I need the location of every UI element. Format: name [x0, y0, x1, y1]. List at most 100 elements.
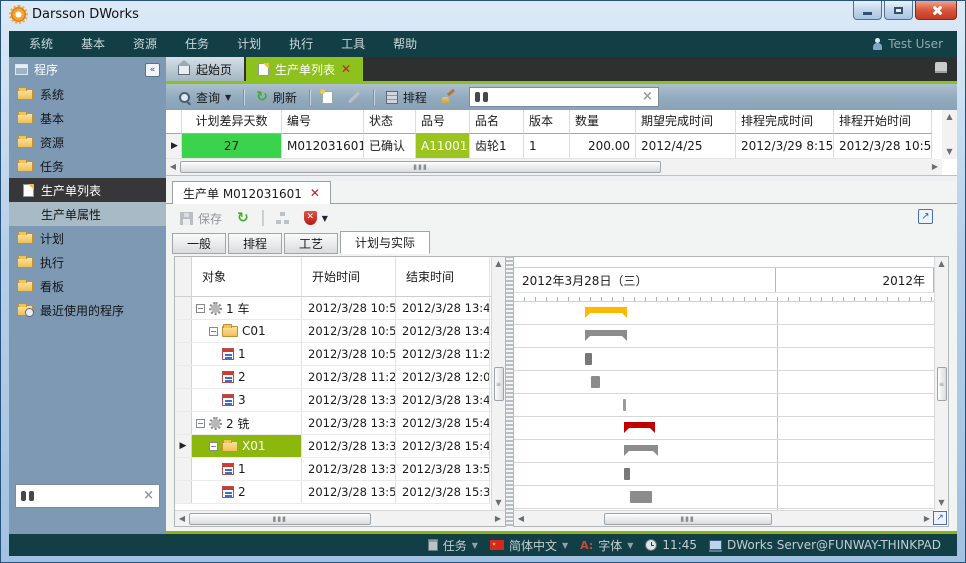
detail-tab-close-icon[interactable]: ✕: [309, 186, 320, 200]
scroll-right-icon[interactable]: ▶: [923, 513, 931, 523]
scroll-up-icon[interactable]: ▲: [946, 112, 953, 121]
tree-vertical-scrollbar[interactable]: ▲ ≡ ▼: [491, 257, 505, 510]
subtab-排程[interactable]: 排程: [228, 233, 283, 254]
detail-tab[interactable]: 生产单 M012031601 ✕: [172, 181, 331, 204]
pane-splitter[interactable]: [506, 256, 513, 527]
gantt-bar-summary[interactable]: [585, 307, 627, 318]
sidebar-item[interactable]: 执行: [9, 250, 166, 274]
scroll-right-icon[interactable]: ▶: [494, 513, 502, 523]
column-header-版本[interactable]: 版本: [524, 110, 570, 134]
edit-button[interactable]: [343, 90, 365, 104]
scroll-down-icon[interactable]: ▼: [495, 498, 502, 507]
scroll-left-icon[interactable]: ◀: [178, 513, 186, 523]
column-header-期望完成时间[interactable]: 期望完成时间: [636, 110, 736, 134]
sidebar-item[interactable]: 生产单属性: [9, 202, 166, 226]
status-item[interactable]: DWorks Server@FUNWAY-THINKPAD: [709, 538, 941, 552]
tree-expander-icon[interactable]: −: [209, 441, 218, 451]
menu-item-工具[interactable]: 工具: [341, 37, 366, 51]
grid-vertical-scrollbar[interactable]: ▲ ▼: [942, 110, 957, 159]
user-indicator[interactable]: Test User: [872, 37, 951, 51]
menu-item-任务[interactable]: 任务: [185, 37, 210, 51]
sidebar-item[interactable]: 系统: [9, 82, 166, 106]
menu-item-计划[interactable]: 计划: [237, 37, 262, 51]
menu-item-帮助[interactable]: 帮助: [393, 37, 418, 51]
scroll-up-icon[interactable]: ▲: [938, 259, 945, 268]
scroll-down-icon[interactable]: ▼: [946, 147, 953, 156]
sidebar-item[interactable]: 计划: [9, 226, 166, 250]
tree-column-header-开始时间[interactable]: 开始时间: [302, 257, 396, 296]
menu-item-系统[interactable]: 系统: [29, 37, 54, 51]
status-item[interactable]: A: 字体 ▼: [580, 537, 633, 554]
routing-button[interactable]: [272, 210, 293, 226]
tree-column-header-结束时间[interactable]: 结束时间: [396, 257, 490, 296]
tree-row[interactable]: ▶ − X01 2012/3/28 13:30 2012/3/28 15:40: [175, 435, 505, 458]
tree-row[interactable]: − C01 2012/3/28 10:52 2012/3/28 13:40: [175, 320, 505, 343]
tree-expander-icon[interactable]: −: [196, 303, 205, 313]
query-button[interactable]: 查询 ▼: [174, 87, 235, 108]
sidebar-search-clear-icon[interactable]: ×: [143, 488, 154, 503]
close-button[interactable]: [915, 1, 957, 20]
tree-row[interactable]: − 1 车 2012/3/28 10:52 2012/3/28 13:40: [175, 297, 505, 320]
column-header-品名[interactable]: 品名: [470, 110, 524, 134]
gantt-vertical-scrollbar[interactable]: ▲ ≡ ▼: [934, 257, 948, 510]
tree-row[interactable]: 3 2012/3/28 13:30 2012/3/28 13:40: [175, 389, 505, 412]
tree-vscroll-thumb[interactable]: ≡: [493, 366, 504, 401]
gantt-horizontal-scrollbar[interactable]: ◀ ▮▮▮ ▶: [514, 510, 934, 526]
column-header-计划差异天数[interactable]: 计划差异天数: [182, 110, 282, 134]
gantt-bar-summary[interactable]: [624, 445, 658, 456]
gantt-bar-task[interactable]: [630, 491, 652, 503]
tree-expander-icon[interactable]: −: [209, 326, 218, 336]
column-header-品号[interactable]: 品号: [416, 110, 470, 134]
new-button[interactable]: [318, 88, 337, 106]
clean-button[interactable]: [437, 89, 459, 106]
gantt-vscroll-thumb[interactable]: ≡: [936, 366, 947, 401]
gantt-bar-summary[interactable]: [585, 330, 627, 341]
column-header-数量[interactable]: 数量: [570, 110, 636, 134]
tree-object-cell[interactable]: 2: [192, 481, 302, 503]
tree-object-cell[interactable]: 1: [192, 343, 302, 365]
status-item[interactable]: 简体中文 ▼: [489, 537, 568, 554]
status-item[interactable]: 任务 ▼: [427, 537, 478, 554]
tree-expander-icon[interactable]: −: [196, 418, 205, 428]
save-button[interactable]: 保存: [176, 208, 226, 229]
tabstrip-pin-icon[interactable]: [935, 62, 947, 71]
grid-hscroll-thumb[interactable]: ▮▮▮: [180, 161, 662, 173]
subtab-工艺[interactable]: 工艺: [284, 233, 339, 254]
tree-object-cell[interactable]: − 1 车: [192, 297, 302, 319]
tree-horizontal-scrollbar[interactable]: ◀ ▮▮▮ ▶: [175, 510, 505, 526]
tab-起始页[interactable]: 起始页: [166, 57, 245, 81]
gantt-bar-summary[interactable]: [624, 422, 655, 433]
tree-row[interactable]: 2 2012/3/28 13:50 2012/3/28 15:30: [175, 481, 505, 504]
menu-item-基本[interactable]: 基本: [81, 37, 106, 51]
tree-row[interactable]: 2 2012/3/28 11:22 2012/3/28 12:00: [175, 366, 505, 389]
tree-object-cell[interactable]: − 2 铣: [192, 412, 302, 434]
status-item[interactable]: 11:45: [645, 538, 697, 552]
gantt-hscroll-thumb[interactable]: ▮▮▮: [603, 512, 772, 525]
tab-生产单列表[interactable]: 生产单列表 ✕: [246, 57, 364, 81]
schedule-button[interactable]: 排程: [382, 87, 431, 108]
grid-horizontal-scrollbar[interactable]: ◀ ▮▮▮ ▶: [166, 159, 942, 175]
sidebar-item[interactable]: 看板: [9, 274, 166, 298]
tree-object-cell[interactable]: 3: [192, 389, 302, 411]
menu-item-资源[interactable]: 资源: [133, 37, 158, 51]
subtab-一般[interactable]: 一般: [172, 233, 227, 254]
subtab-计划与实际[interactable]: 计划与实际: [340, 231, 431, 254]
tree-object-cell[interactable]: 2: [192, 366, 302, 388]
scroll-right-icon[interactable]: ▶: [931, 162, 939, 171]
toolbar-search-clear-icon[interactable]: ×: [642, 89, 653, 104]
scroll-up-icon[interactable]: ▲: [495, 259, 502, 268]
sidebar-item[interactable]: 资源: [9, 130, 166, 154]
column-header-排程开始时间[interactable]: 排程开始时间: [834, 110, 932, 134]
popout-icon[interactable]: ↗: [918, 209, 933, 224]
tree-object-cell[interactable]: − C01: [192, 320, 302, 342]
sidebar-collapse-button[interactable]: «: [145, 62, 160, 77]
detail-refresh-button[interactable]: ↻: [233, 210, 253, 227]
tab-close-icon[interactable]: ✕: [341, 62, 352, 76]
scroll-down-icon[interactable]: ▼: [938, 498, 945, 507]
column-header-状态[interactable]: 状态: [364, 110, 416, 134]
sidebar-item[interactable]: 基本: [9, 106, 166, 130]
cancel-confirm-button[interactable]: ✕ ▼: [300, 209, 332, 227]
menu-item-执行[interactable]: 执行: [289, 37, 314, 51]
tree-row[interactable]: − 2 铣 2012/3/28 13:30 2012/3/28 15:40: [175, 412, 505, 435]
gantt-bar-task[interactable]: [624, 468, 630, 480]
